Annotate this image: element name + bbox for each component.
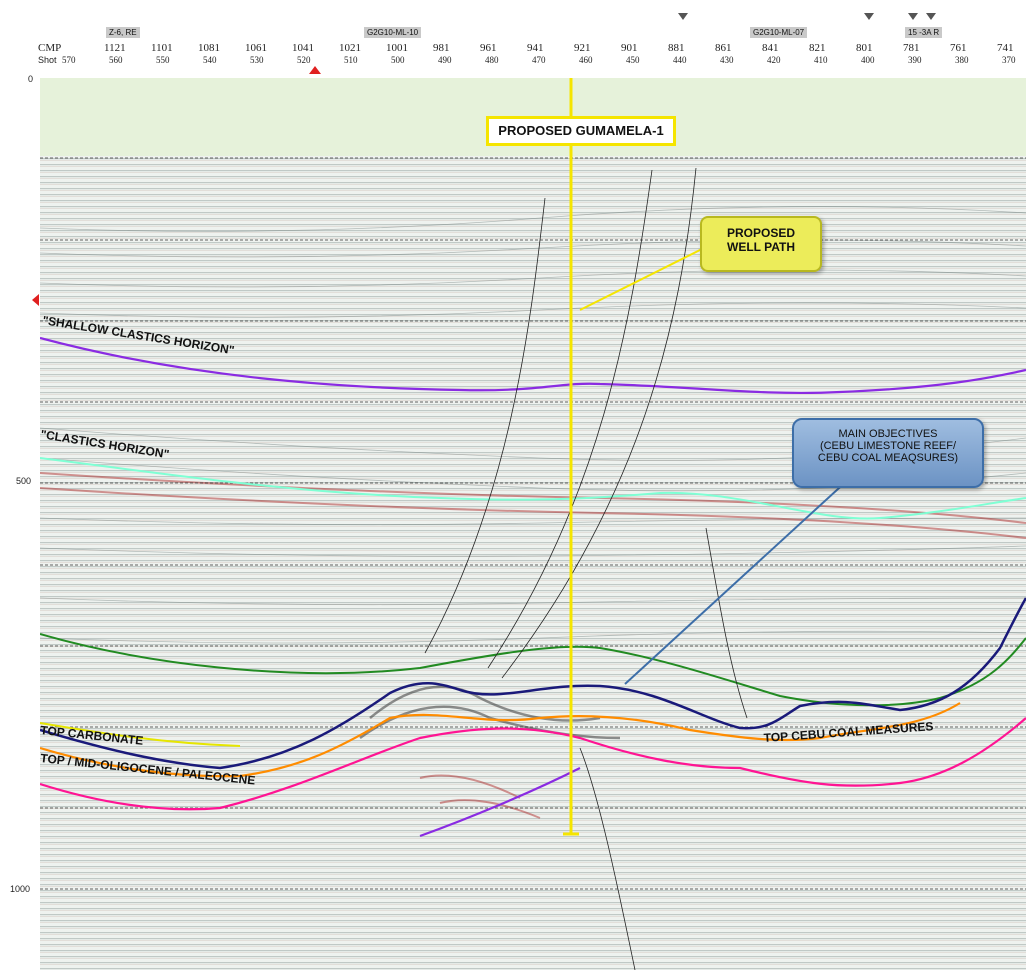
well-path-callout: PROPOSED WELL PATH <box>700 216 822 272</box>
cmp-number: 921 <box>574 42 591 54</box>
shot-number: 480 <box>485 55 499 65</box>
shot-number: 510 <box>344 55 358 65</box>
yellow-horizon <box>40 722 241 747</box>
shot-number: 550 <box>156 55 170 65</box>
cmp-number: 1121 <box>104 42 126 54</box>
cmp-number: 1041 <box>292 42 314 54</box>
cmp-number: 981 <box>433 42 450 54</box>
fault-lines <box>424 167 748 970</box>
cmp-number: 901 <box>621 42 638 54</box>
shallow-clastics-horizon <box>40 336 1026 395</box>
down-triangle-icon <box>926 13 936 20</box>
shot-number: 500 <box>391 55 405 65</box>
cmp-number: 861 <box>715 42 732 54</box>
shot-number: 380 <box>955 55 969 65</box>
time-label-500: 500 <box>16 476 32 486</box>
well-tag-g2g10-ml07: G2G10-ML-07 <box>750 27 808 38</box>
cmp-number: 881 <box>668 42 685 54</box>
well-tag-z6: Z-6, RE <box>106 27 140 38</box>
shot-number: 440 <box>673 55 687 65</box>
objectives-line3: CEBU COAL MEAQSURES) <box>817 452 959 464</box>
cmp-row-label: CMP <box>38 42 62 54</box>
shot-number: 560 <box>109 55 123 65</box>
shot-number: 540 <box>203 55 217 65</box>
shot-number: 530 <box>250 55 264 65</box>
shot-number: 460 <box>579 55 593 65</box>
main-objectives-callout: MAIN OBJECTIVES (CEBU LIMESTONE REEF/ CE… <box>792 418 984 488</box>
cmp-number: 1061 <box>245 42 267 54</box>
left-edge-marker-icon <box>32 294 39 306</box>
cmp-number: 1101 <box>151 42 173 54</box>
well-path-line2: WELL PATH <box>727 240 795 254</box>
cmp-number: 1001 <box>386 42 408 54</box>
proposed-well-title: PROPOSED GUMAMELA-1 <box>498 123 664 138</box>
well-path-line1: PROPOSED <box>726 226 795 240</box>
cmp-number: 1021 <box>339 42 361 54</box>
shot-number: 410 <box>814 55 828 65</box>
green-horizon <box>40 633 1026 707</box>
position-marker-icon <box>309 66 321 74</box>
down-triangle-icon <box>864 13 874 20</box>
shot-number: 490 <box>438 55 452 65</box>
shot-number: 430 <box>720 55 734 65</box>
shot-number: 470 <box>532 55 546 65</box>
shot-number: 450 <box>626 55 640 65</box>
cmp-number: 1081 <box>198 42 220 54</box>
shot-number: 420 <box>767 55 781 65</box>
seismic-header: CMP Shot Z-6, RE G2G10-ML-10 G2G10-ML-07… <box>0 0 1026 78</box>
time-label-0: 0 <box>28 74 34 84</box>
objectives-line2: (CEBU LIMESTONE REEF/ <box>819 440 957 452</box>
seismic-section[interactable]: "SHALLOW CLASTICS HORIZON" "CLASTICS HOR… <box>40 78 1026 970</box>
shot-number: 370 <box>1002 55 1016 65</box>
magenta-horizon <box>40 717 1026 811</box>
well-tag-g2g10-ml10: G2G10-ML-10 <box>364 27 422 38</box>
cmp-number: 741 <box>997 42 1014 54</box>
time-axis: 0 500 1000 <box>0 74 40 970</box>
deep-purple-segment <box>419 767 581 838</box>
clastics-horizon <box>40 457 1026 520</box>
cmp-number: 761 <box>950 42 967 54</box>
blue-horizon <box>40 597 1026 770</box>
cmp-number: 841 <box>762 42 779 54</box>
shot-number: 390 <box>908 55 922 65</box>
time-label-1000: 1000 <box>10 884 31 894</box>
shot-row-label: Shot <box>38 55 57 65</box>
shot-number: 520 <box>297 55 311 65</box>
cmp-number: 961 <box>480 42 497 54</box>
objectives-line1: MAIN OBJECTIVES <box>838 428 938 440</box>
time-gridlines <box>40 157 1026 890</box>
objectives-leader <box>624 477 851 685</box>
orange-horizon <box>40 702 961 778</box>
shot-number: 570 <box>62 55 76 65</box>
cmp-number: 801 <box>856 42 873 54</box>
cmp-number: 781 <box>903 42 920 54</box>
proposed-well <box>563 78 851 836</box>
down-triangle-icon <box>678 13 688 20</box>
proposed-well-title-box: PROPOSED GUMAMELA-1 <box>486 116 676 146</box>
down-triangle-icon <box>908 13 918 20</box>
well-tag-15-3a: 15 -3A R <box>905 27 943 38</box>
cmp-number: 821 <box>809 42 826 54</box>
cmp-number: 941 <box>527 42 544 54</box>
shot-number: 400 <box>861 55 875 65</box>
